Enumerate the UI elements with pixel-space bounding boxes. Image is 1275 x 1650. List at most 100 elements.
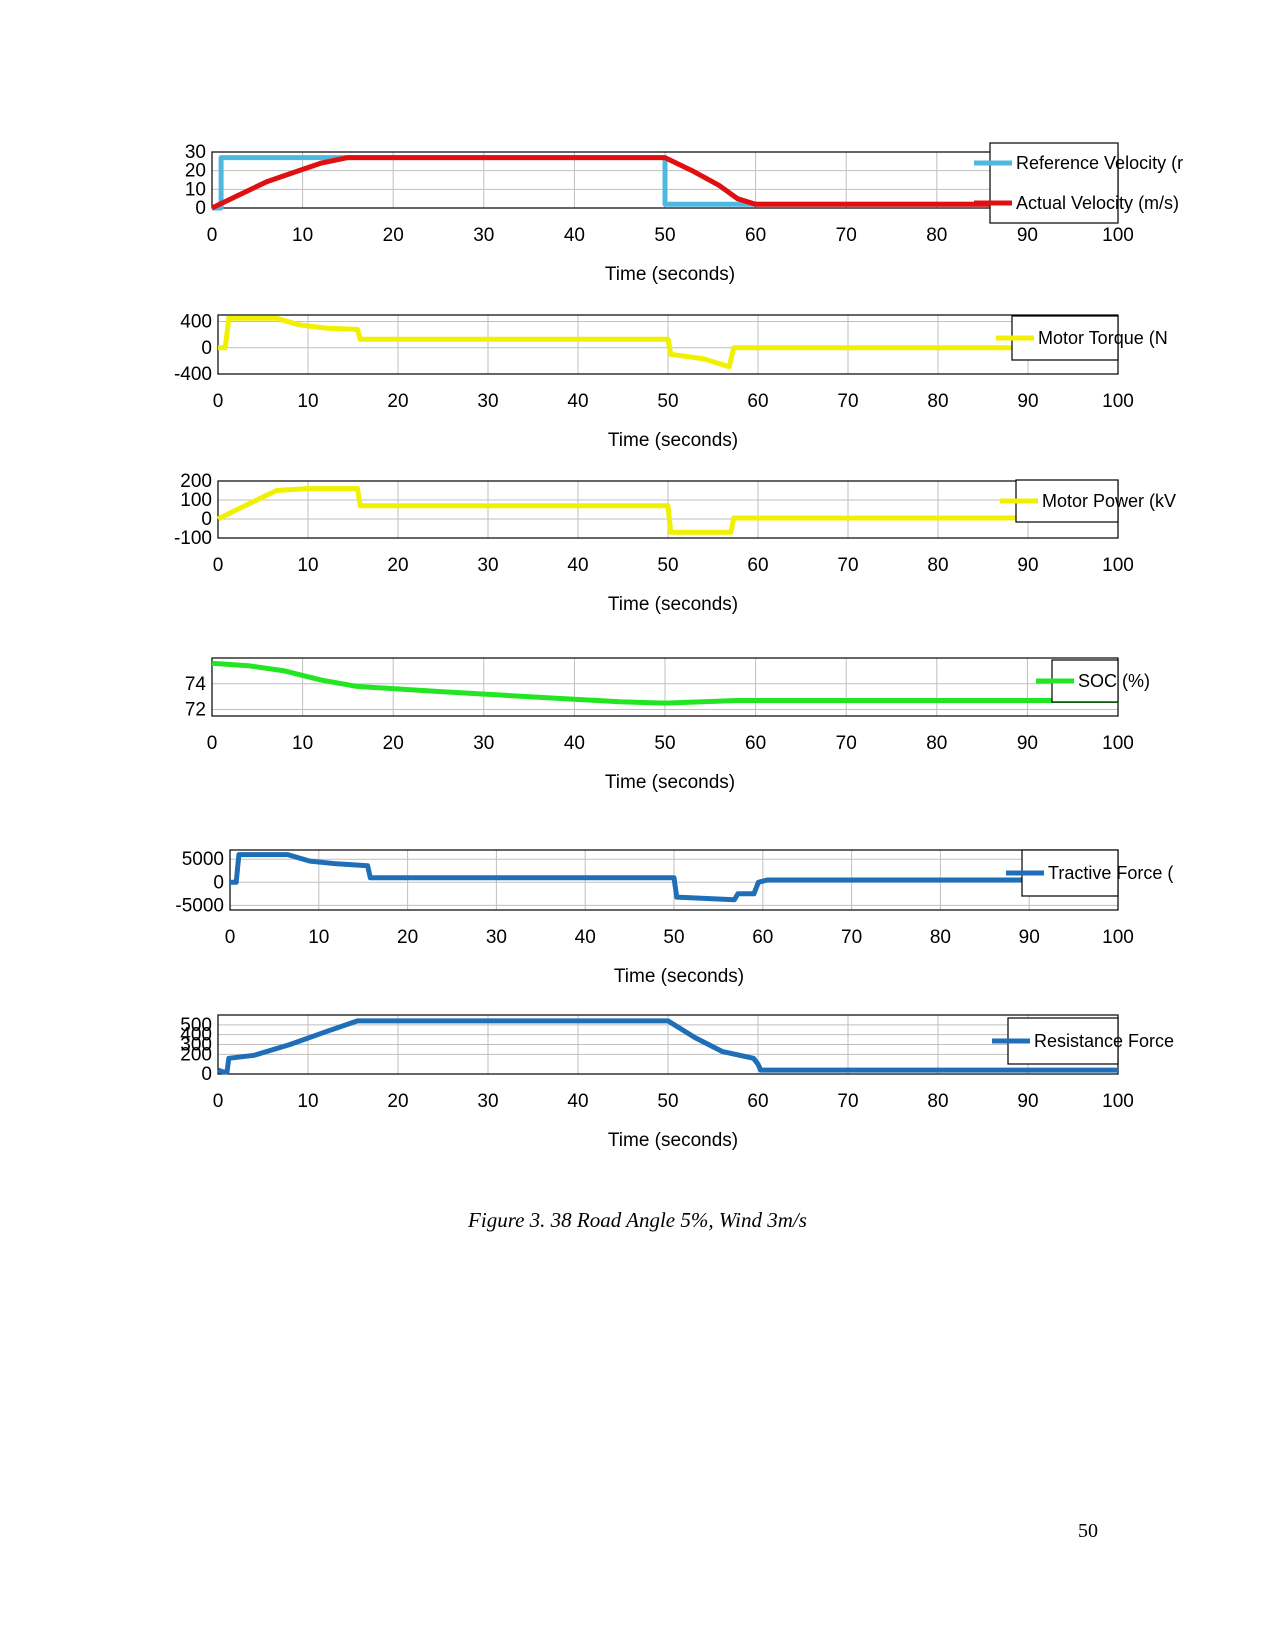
x-tick-label: 100	[1102, 927, 1134, 948]
series-line-resistance-0	[217, 1018, 1118, 1075]
x-tick-label: 50	[663, 927, 684, 948]
x-tick-label: 30	[477, 1091, 498, 1112]
x-tick-label: 50	[657, 555, 678, 576]
x-tick-label: 0	[207, 733, 218, 754]
x-tick-label: 40	[564, 225, 585, 246]
series-line-torque-0	[218, 315, 1118, 370]
y-tick-label: 20	[185, 161, 206, 182]
series-line-power-0	[216, 486, 1118, 535]
legend-velocity: Reference Velocity (r Actual Velocity (m/…	[974, 142, 1183, 224]
legend-entry: SOC (%)	[1078, 671, 1150, 691]
x-tick-label: 40	[567, 555, 588, 576]
x-tick-label: 70	[836, 225, 857, 246]
x-tick-label: 10	[297, 1091, 318, 1112]
x-tick-label: 80	[930, 927, 951, 948]
y-tick-label: 5000	[182, 849, 224, 870]
chart-soc: 0 10 20 30 40 50 60 70 80 90 100 72 74 Time (seconds)…	[185, 657, 1150, 793]
x-tick-label: 90	[1017, 391, 1038, 412]
x-tick-label: 40	[564, 733, 585, 754]
x-tick-label: 90	[1019, 927, 1040, 948]
y-tick-label: 0	[195, 198, 206, 219]
y-tick-label: 200	[180, 471, 212, 492]
legend-power: Motor Power (kV	[1000, 479, 1176, 523]
x-tick-label: 10	[292, 733, 313, 754]
figure-caption: Figure 3. 38 Road Angle 5%, Wind 3m/s	[468, 1208, 807, 1232]
legend-tractive: Tractive Force (	[1006, 849, 1173, 897]
x-tick-label: 90	[1017, 1091, 1038, 1112]
legend-torque: Motor Torque (N	[996, 315, 1168, 361]
x-tick-label: 80	[927, 555, 948, 576]
series-line-tractive-0	[230, 852, 1118, 903]
x-tick-label: 0	[213, 391, 224, 412]
x-tick-label: 90	[1017, 225, 1038, 246]
x-tick-label: 70	[836, 733, 857, 754]
x-tick-label: 60	[745, 225, 766, 246]
x-tick-label: 40	[567, 1091, 588, 1112]
x-axis-label: Time (seconds)	[605, 772, 735, 793]
y-tick-label: 72	[185, 700, 206, 721]
y-tick-label: 0	[201, 509, 212, 530]
x-tick-label: 100	[1102, 1091, 1134, 1112]
y-tick-label: 30	[185, 142, 206, 163]
legend-entry: Motor Torque (N	[1038, 328, 1168, 348]
x-tick-label: 20	[387, 391, 408, 412]
x-tick-label: 50	[654, 733, 675, 754]
x-tick-label: 80	[926, 733, 947, 754]
x-axis-label: Time (seconds)	[608, 1130, 738, 1151]
page-number: 50	[1078, 1520, 1098, 1542]
y-tick-label: 200	[180, 1044, 212, 1065]
x-axis-label: Time (seconds)	[605, 264, 735, 285]
x-tick-label: 20	[387, 555, 408, 576]
x-tick-label: 90	[1017, 555, 1038, 576]
y-tick-label: 0	[201, 338, 212, 359]
x-tick-label: 20	[397, 927, 418, 948]
chart-resistance: 0 10 20 30 40 50 60 70 80 90 1000200300400500Time …	[180, 1014, 1174, 1151]
x-tick-label: 80	[926, 225, 947, 246]
y-tick-label: 10	[185, 179, 206, 200]
legend-resistance: Resistance Force	[992, 1017, 1174, 1065]
x-tick-label: 10	[297, 555, 318, 576]
x-tick-label: 20	[383, 733, 404, 754]
legend-soc: SOC (%)	[1036, 659, 1150, 703]
x-tick-label: 30	[473, 225, 494, 246]
y-tick-label: 400	[180, 312, 212, 333]
x-tick-label: 100	[1102, 555, 1134, 576]
x-axis-label: Time (seconds)	[614, 966, 744, 987]
series-line-velocity-1	[210, 155, 1118, 211]
x-tick-label: 100	[1102, 225, 1134, 246]
x-axis-label: Time (seconds)	[608, 594, 738, 615]
x-tick-label: 40	[575, 927, 596, 948]
x-tick-label: 60	[747, 391, 768, 412]
x-tick-label: 10	[297, 391, 318, 412]
y-tick-label: 300	[180, 1035, 212, 1056]
x-tick-label: 70	[841, 927, 862, 948]
x-tick-label: 30	[486, 927, 507, 948]
x-tick-label: 30	[477, 555, 498, 576]
x-tick-label: 100	[1102, 391, 1134, 412]
x-tick-label: 20	[383, 225, 404, 246]
y-tick-label: 400	[180, 1025, 212, 1046]
x-tick-label: 90	[1017, 733, 1038, 754]
x-tick-label: 60	[747, 555, 768, 576]
y-tick-label: -400	[174, 364, 212, 385]
y-tick-label: 0	[213, 872, 224, 893]
x-tick-label: 0	[213, 555, 224, 576]
x-tick-label: 0	[213, 1091, 224, 1112]
x-tick-label: 60	[745, 733, 766, 754]
legend-entry: Motor Power (kV	[1042, 491, 1176, 511]
x-axis-label: Time (seconds)	[608, 430, 738, 451]
x-tick-label: 70	[837, 1091, 858, 1112]
x-tick-label: 0	[207, 225, 218, 246]
x-tick-label: 10	[308, 927, 329, 948]
x-tick-label: 40	[567, 391, 588, 412]
y-tick-label: 500	[180, 1015, 212, 1036]
x-tick-label: 10	[292, 225, 313, 246]
x-tick-label: 70	[837, 555, 858, 576]
x-tick-label: 80	[927, 391, 948, 412]
series-line-soc-0	[211, 660, 1118, 706]
x-tick-label: 60	[747, 1091, 768, 1112]
